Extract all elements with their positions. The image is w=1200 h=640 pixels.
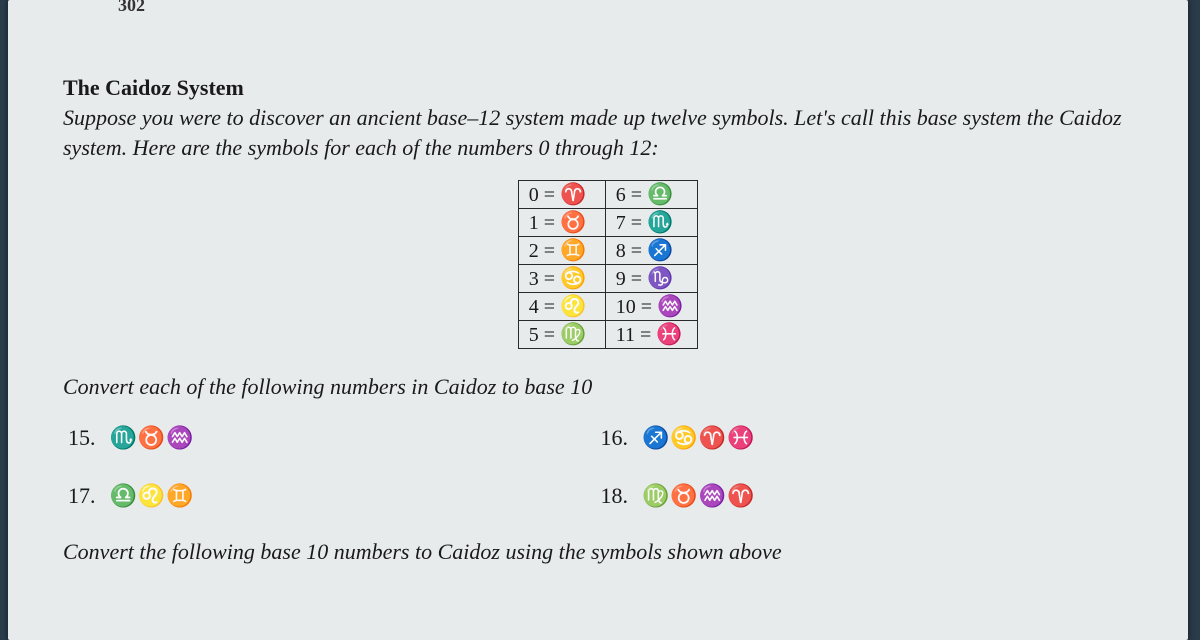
- table-cell-right: 6 = ♎: [605, 181, 697, 209]
- table-cell-left: 1 = ♉: [518, 209, 605, 237]
- problem-number: 17.: [68, 483, 96, 508]
- problem-symbols: ♎♌♊: [110, 483, 195, 508]
- table-cell-right: 11 = ♓: [605, 321, 697, 349]
- table-cell-left: 0 = ♈: [518, 181, 605, 209]
- worksheet-page: 302 The Caidoz System Suppose you were t…: [8, 0, 1188, 640]
- intro-paragraph: Suppose you were to discover an ancient …: [63, 103, 1153, 162]
- page-number-fragment: 302: [118, 0, 145, 16]
- symbol-table-wrap: 0 = ♈6 = ♎1 = ♉7 = ♏2 = ♊8 = ♐3 = ♋9 = ♑…: [63, 180, 1153, 349]
- problems-grid: 15. ♏♉♒ 16. ♐♋♈♓ 17. ♎♌♊ 18. ♍♉♒♈: [63, 425, 1153, 509]
- problem-number: 16.: [601, 425, 629, 450]
- table-cell-left: 5 = ♍: [518, 321, 605, 349]
- table-row: 3 = ♋9 = ♑: [518, 265, 697, 293]
- table-cell-right: 10 = ♒: [605, 293, 697, 321]
- heading-title: The Caidoz System: [63, 75, 1153, 101]
- problem-item: 18. ♍♉♒♈: [601, 483, 1094, 509]
- problem-symbols: ♐♋♈♓: [642, 425, 756, 450]
- table-cell-left: 2 = ♊: [518, 237, 605, 265]
- table-row: 4 = ♌10 = ♒: [518, 293, 697, 321]
- section-instruction-2-cutoff: Convert the following base 10 numbers to…: [63, 539, 1153, 565]
- table-cell-right: 7 = ♏: [605, 209, 697, 237]
- table-row: 0 = ♈6 = ♎: [518, 181, 697, 209]
- table-cell-right: 8 = ♐: [605, 237, 697, 265]
- section-instruction-1: Convert each of the following numbers in…: [63, 374, 1153, 400]
- problem-item: 16. ♐♋♈♓: [601, 425, 1094, 451]
- table-cell-left: 4 = ♌: [518, 293, 605, 321]
- table-cell-right: 9 = ♑: [605, 265, 697, 293]
- problem-number: 18.: [601, 483, 629, 508]
- problem-number: 15.: [68, 425, 96, 450]
- table-row: 1 = ♉7 = ♏: [518, 209, 697, 237]
- symbol-table: 0 = ♈6 = ♎1 = ♉7 = ♏2 = ♊8 = ♐3 = ♋9 = ♑…: [518, 180, 698, 349]
- problem-item: 17. ♎♌♊: [68, 483, 561, 509]
- problem-item: 15. ♏♉♒: [68, 425, 561, 451]
- problem-symbols: ♍♉♒♈: [642, 483, 756, 508]
- table-row: 5 = ♍11 = ♓: [518, 321, 697, 349]
- problem-symbols: ♏♉♒: [110, 425, 195, 450]
- table-cell-left: 3 = ♋: [518, 265, 605, 293]
- table-row: 2 = ♊8 = ♐: [518, 237, 697, 265]
